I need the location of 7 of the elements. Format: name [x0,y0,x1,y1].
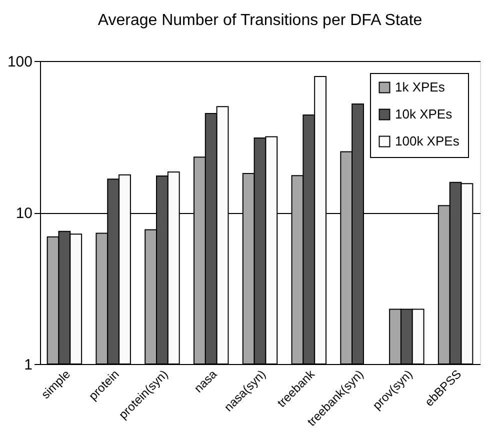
y-tick-label: 100 [7,54,32,70]
legend-label: 100k XPEs [395,134,460,148]
y-tick-label: 10 [16,205,32,222]
chart-title: Average Number of Transitions per DFA State [98,12,422,29]
y-tick-label: 1 [24,356,32,374]
legend-label: 1k XPEs [395,80,446,94]
legend-label: 10k XPEs [395,106,453,122]
